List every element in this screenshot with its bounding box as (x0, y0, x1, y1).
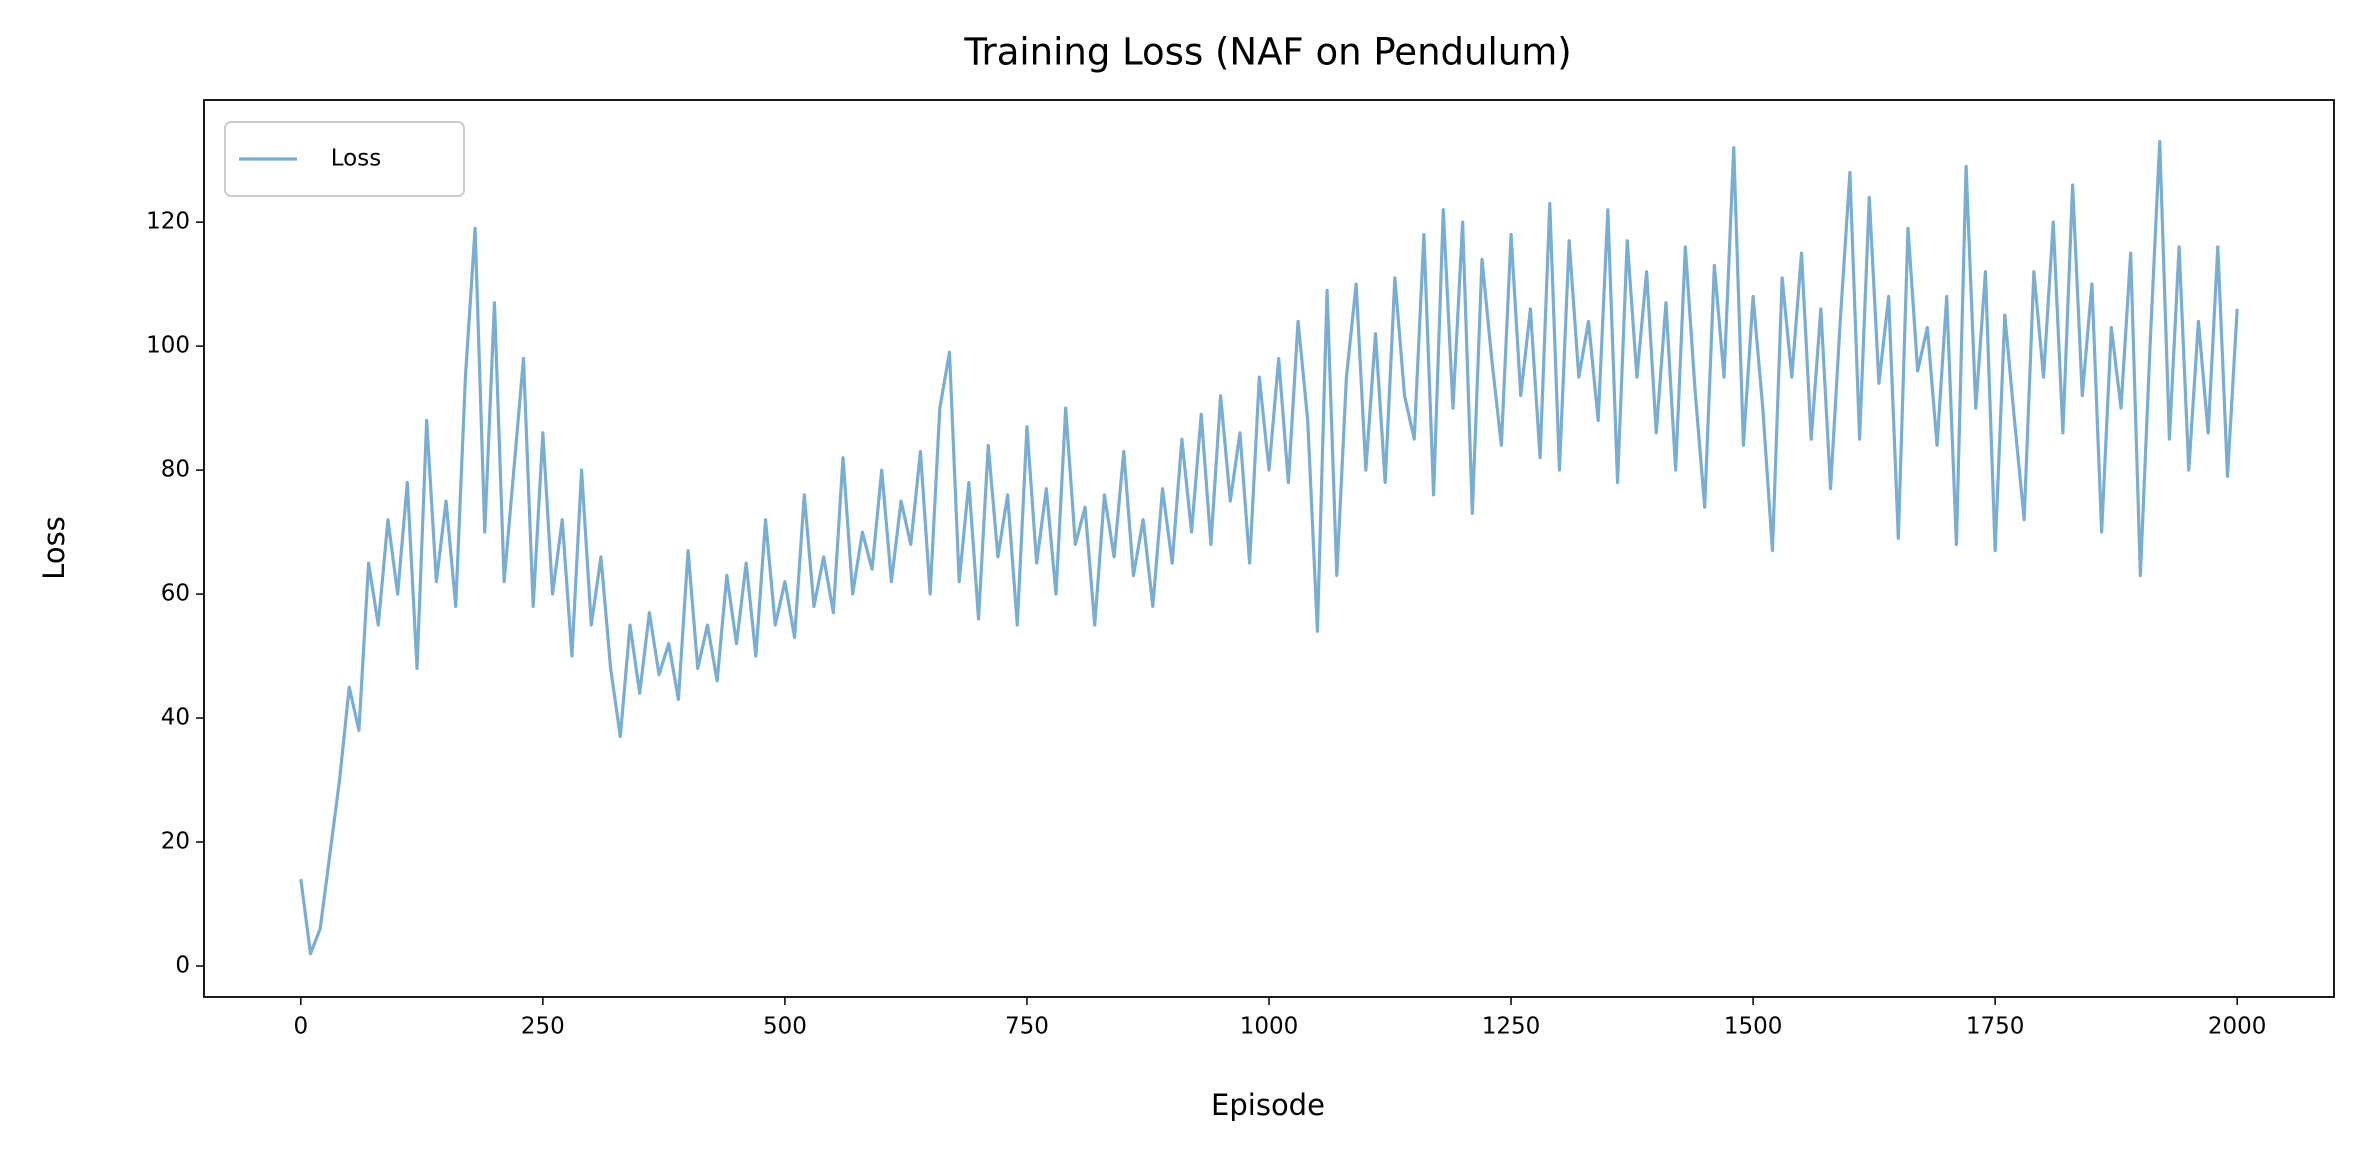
legend-label: Loss (331, 146, 381, 172)
x-tick-label: 1000 (1240, 1014, 1299, 1040)
y-tick-label: 80 (161, 457, 190, 483)
x-axis-label: Episode (1211, 1088, 1325, 1122)
y-tick-label: 120 (146, 209, 190, 235)
axes-frame (203, 99, 2335, 998)
y-tick-label: 40 (161, 705, 190, 731)
y-tick-label: 60 (161, 581, 190, 607)
x-tick-label: 750 (1005, 1014, 1049, 1040)
y-tick-label: 20 (161, 829, 190, 855)
chart-title: Training Loss (NAF on Pendulum) (963, 31, 1571, 74)
x-tick-label: 1250 (1482, 1014, 1541, 1040)
x-tick-label: 1750 (1966, 1014, 2025, 1040)
x-tick-label: 1500 (1724, 1014, 1783, 1040)
x-tick-label: 500 (763, 1014, 807, 1040)
x-tick-label: 250 (521, 1014, 565, 1040)
x-tick-label: 0 (293, 1014, 308, 1040)
x-tick-label: 2000 (2208, 1014, 2267, 1040)
plot-area (299, 139, 2239, 956)
legend-box (224, 121, 465, 197)
y-tick-label: 100 (146, 333, 190, 359)
data-line (299, 139, 2239, 956)
y-axis-label: Loss (37, 516, 71, 580)
y-tick-label: 0 (175, 953, 190, 979)
